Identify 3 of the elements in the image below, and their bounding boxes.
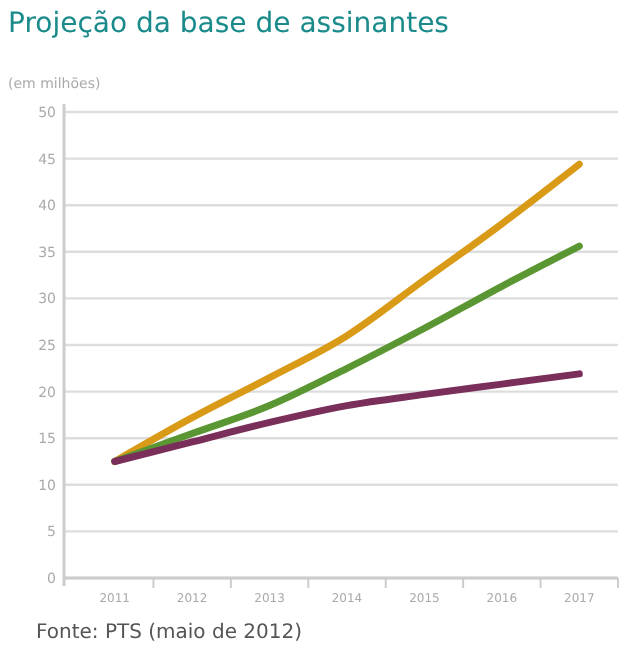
line-series bbox=[111, 370, 583, 465]
source-note: Fonte: PTS (maio de 2012) bbox=[36, 622, 303, 644]
chart-title: Projeção da base de assinantes bbox=[8, 8, 449, 40]
